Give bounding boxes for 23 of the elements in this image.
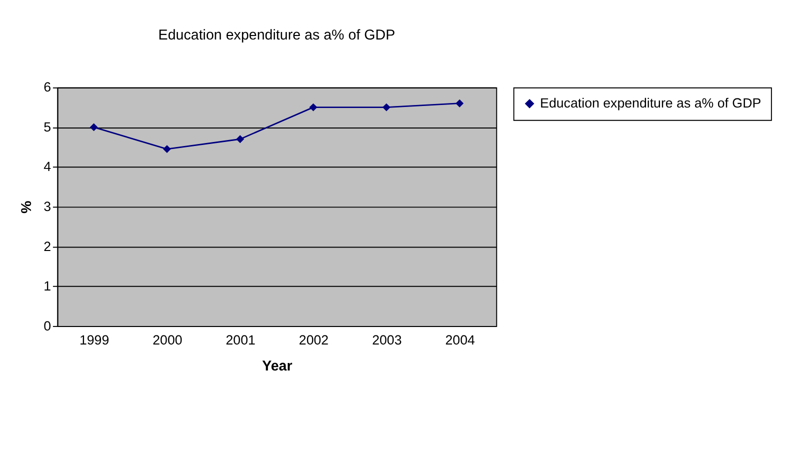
y-tick-label: 4 [44, 159, 52, 174]
y-tick-label: 3 [44, 198, 52, 214]
point [309, 103, 318, 112]
y-tick-label: 0 [44, 318, 52, 334]
point [162, 145, 171, 154]
y-tick-label: 1 [44, 278, 52, 294]
x-tick-label: 1999 [79, 332, 110, 348]
y-tick-label: 6 [44, 80, 52, 95]
point [382, 103, 390, 112]
y-tick-label: 5 [44, 119, 52, 134]
x-tick-label: 2003 [372, 332, 402, 348]
x-tick-label: 2004 [445, 332, 476, 348]
y-tick-label: 2 [44, 238, 52, 254]
x-tick-label: 2000 [152, 332, 182, 348]
point [236, 135, 244, 144]
point [90, 123, 98, 132]
x-tick-label: 2002 [298, 332, 329, 348]
legend-label: Education expenditure as a% of GDP [540, 95, 762, 110]
x-axis-title: Year [262, 358, 293, 374]
x-tick-label: 2001 [226, 332, 256, 348]
chart-title: Education expenditure as a% of GDP [158, 28, 396, 44]
y-axis-title: % [19, 200, 36, 214]
point [456, 99, 464, 108]
